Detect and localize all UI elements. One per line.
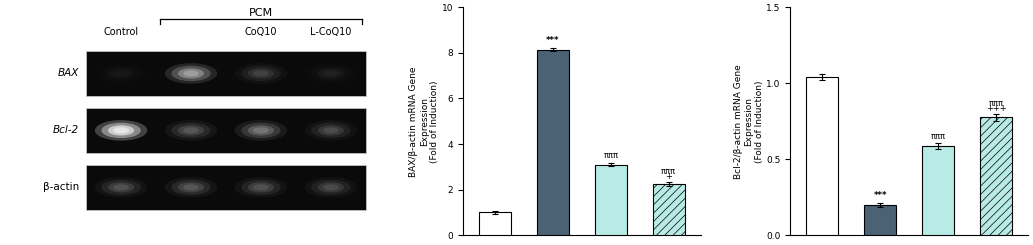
Ellipse shape <box>101 66 140 81</box>
Text: πππ: πππ <box>931 132 945 141</box>
Ellipse shape <box>165 63 217 84</box>
Ellipse shape <box>242 180 281 195</box>
Ellipse shape <box>114 127 129 134</box>
Ellipse shape <box>178 125 205 135</box>
Ellipse shape <box>171 123 211 138</box>
Bar <box>865 205 896 235</box>
Ellipse shape <box>171 180 211 195</box>
Ellipse shape <box>108 68 134 79</box>
Bar <box>807 77 838 235</box>
Text: ***: *** <box>546 36 560 45</box>
Ellipse shape <box>101 180 140 195</box>
Ellipse shape <box>311 180 350 195</box>
Ellipse shape <box>234 177 287 198</box>
Text: BAX: BAX <box>58 68 79 78</box>
Text: L-CoQ10: L-CoQ10 <box>310 27 351 37</box>
Text: Bcl-2: Bcl-2 <box>53 125 79 135</box>
Ellipse shape <box>183 70 199 76</box>
Ellipse shape <box>242 66 281 81</box>
Ellipse shape <box>101 123 140 138</box>
Ellipse shape <box>318 68 344 79</box>
Ellipse shape <box>183 127 199 134</box>
Bar <box>595 165 627 235</box>
Text: πππ: πππ <box>989 99 1003 108</box>
Ellipse shape <box>108 182 134 193</box>
Y-axis label: BAX/β-actin mRNA Gene
Expression
(Fold of Induction): BAX/β-actin mRNA Gene Expression (Fold o… <box>409 66 439 177</box>
Ellipse shape <box>234 63 287 84</box>
Ellipse shape <box>95 177 148 198</box>
Ellipse shape <box>242 123 281 138</box>
Text: +: + <box>665 172 672 181</box>
Ellipse shape <box>114 184 129 190</box>
Text: PCM: PCM <box>249 8 273 18</box>
Ellipse shape <box>248 68 274 79</box>
Ellipse shape <box>311 123 350 138</box>
Ellipse shape <box>165 120 217 141</box>
Ellipse shape <box>178 182 205 193</box>
Ellipse shape <box>318 125 344 135</box>
Ellipse shape <box>305 63 357 84</box>
Bar <box>86 51 366 96</box>
Bar <box>980 117 1012 235</box>
Bar <box>537 49 569 235</box>
Ellipse shape <box>178 68 205 79</box>
Ellipse shape <box>305 177 357 198</box>
Ellipse shape <box>305 120 357 141</box>
Ellipse shape <box>248 125 274 135</box>
Ellipse shape <box>95 120 148 141</box>
Ellipse shape <box>108 125 134 135</box>
Y-axis label: Bcl-2/β-actin mRNA Gene
Expression
(Fold of Induction): Bcl-2/β-actin mRNA Gene Expression (Fold… <box>733 64 763 179</box>
Text: πππ: πππ <box>661 167 677 176</box>
Bar <box>653 184 685 235</box>
Ellipse shape <box>311 66 350 81</box>
Text: +++: +++ <box>985 104 1006 113</box>
Text: Control: Control <box>103 27 138 37</box>
Ellipse shape <box>323 70 339 76</box>
Ellipse shape <box>323 184 339 190</box>
Ellipse shape <box>95 63 148 84</box>
Ellipse shape <box>253 70 269 76</box>
Text: ***: *** <box>874 191 887 200</box>
Bar <box>86 108 366 153</box>
Text: CoQ10: CoQ10 <box>245 27 277 37</box>
Ellipse shape <box>253 127 269 134</box>
Ellipse shape <box>114 70 129 76</box>
Ellipse shape <box>323 127 339 134</box>
Ellipse shape <box>165 177 217 198</box>
Text: πππ: πππ <box>603 151 618 160</box>
Ellipse shape <box>234 120 287 141</box>
Bar <box>922 146 954 235</box>
Bar <box>479 212 511 235</box>
Ellipse shape <box>183 184 199 190</box>
Ellipse shape <box>318 182 344 193</box>
Ellipse shape <box>253 184 269 190</box>
Ellipse shape <box>248 182 274 193</box>
Ellipse shape <box>171 66 211 81</box>
Text: β-actin: β-actin <box>42 182 79 192</box>
Bar <box>86 165 366 210</box>
